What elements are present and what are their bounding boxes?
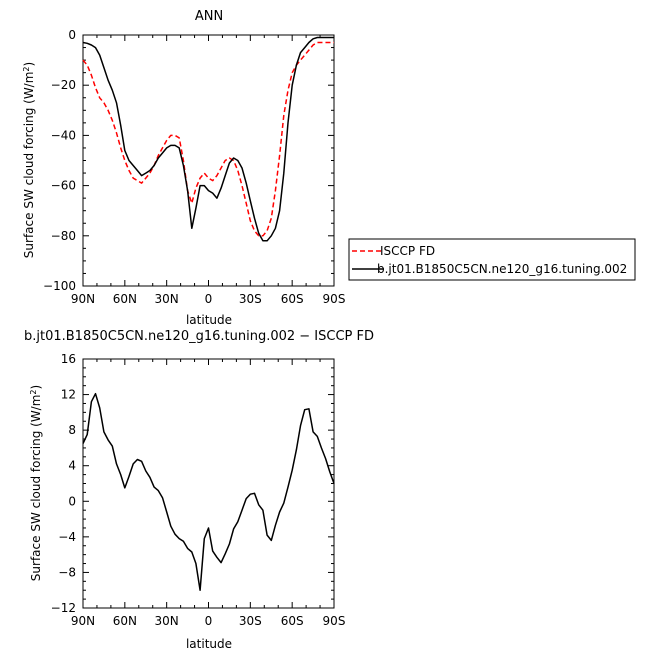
- top-y-tick-label: −100: [43, 279, 76, 293]
- top-y-tick-label: −80: [51, 229, 76, 243]
- top-x-tick-label: 30S: [239, 292, 262, 306]
- bottom-panel: b.jt01.B1850C5CN.ne120_g16.tuning.002 − …: [24, 329, 374, 651]
- top-x-tick-label: 60N: [113, 292, 137, 306]
- top-y-tick-label: −60: [51, 179, 76, 193]
- bottom-x-tick-label: 90S: [323, 614, 346, 628]
- legend-label-isccp: ISCCP FD: [380, 244, 435, 258]
- bottom-x-tick-label: 30S: [239, 614, 262, 628]
- top-y-tick-label: −20: [51, 78, 76, 92]
- bottom-y-ticks: −12 −8 −4 0 4 8 12 16: [51, 352, 334, 615]
- bottom-x-axis-label: latitude: [186, 637, 232, 651]
- top-x-axis-label: latitude: [186, 313, 232, 327]
- legend-label-model: b.jt01.B1850C5CN.ne120_g16.tuning.002: [377, 262, 627, 276]
- top-x-tick-label: 90S: [323, 292, 346, 306]
- bottom-x-ticks: 90N 60N 30N 0 30S 60S 90S: [71, 359, 346, 628]
- bottom-y-tick-label: −4: [58, 530, 76, 544]
- bottom-y-tick-label: −12: [51, 601, 76, 615]
- top-plot-frame: [82, 34, 335, 287]
- bottom-x-tick-label: 30N: [155, 614, 179, 628]
- top-x-ticks: 90N 60N 30N 0 30S 60S 90S: [71, 35, 346, 306]
- bottom-y-tick-label: 4: [68, 459, 76, 473]
- top-x-tick-label: 30N: [155, 292, 179, 306]
- bottom-plot-lines: [82, 392, 335, 591]
- bottom-y-tick-label: 12: [61, 388, 76, 402]
- bottom-x-tick-label: 0: [205, 614, 213, 628]
- top-y-axis-label: Surface SW cloud forcing (W/m2): [22, 62, 36, 258]
- bottom-y-tick-label: 0: [68, 494, 76, 508]
- bottom-y-tick-label: 16: [61, 352, 76, 366]
- bottom-y-tick-label: 8: [68, 423, 76, 437]
- top-series-line-0: [82, 41, 334, 237]
- top-series-line-1: [82, 36, 334, 242]
- bottom-x-tick-label: 60N: [113, 614, 137, 628]
- legend-box: [348, 238, 636, 281]
- bottom-y-tick-label: −8: [58, 565, 76, 579]
- top-panel-title: ANN: [195, 9, 223, 24]
- top-y-tick-label: 0: [68, 28, 76, 42]
- bottom-x-tick-label: 90N: [71, 614, 95, 628]
- top-x-tick-label: 90N: [71, 292, 95, 306]
- top-plot-lines: [82, 36, 334, 242]
- legend: ISCCP FD b.jt01.B1850C5CN.ne120_g16.tuni…: [348, 238, 636, 281]
- bottom-plot-frame: [82, 358, 335, 609]
- top-panel: ANN −100−80−60−40−200 90N 60N 30N 0 30S 60S 90…: [22, 9, 345, 327]
- top-y-ticks: −100 −80 −60 −40 −20 0: [43, 28, 334, 293]
- top-y-tick-label: −40: [51, 128, 76, 142]
- top-x-tick-label: 60S: [281, 292, 304, 306]
- bottom-panel-title: b.jt01.B1850C5CN.ne120_g16.tuning.002 − …: [24, 329, 374, 344]
- bottom-x-tick-label: 60S: [281, 614, 304, 628]
- bottom-series-line-0: [82, 392, 335, 591]
- bottom-y-axis-label: Surface SW cloud forcing (W/m2): [29, 385, 43, 581]
- top-x-tick-label: 0: [205, 292, 213, 306]
